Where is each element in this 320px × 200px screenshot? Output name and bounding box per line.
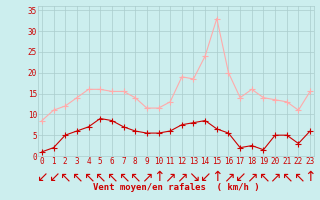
X-axis label: Vent moyen/en rafales  ( km/h ): Vent moyen/en rafales ( km/h ) <box>93 183 259 192</box>
